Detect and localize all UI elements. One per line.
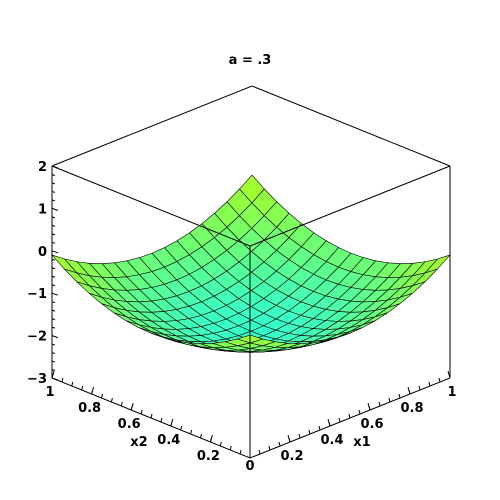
box-edge bbox=[51, 85, 451, 167]
tick-mark bbox=[51, 241, 56, 244]
origin-tick-label: 0 bbox=[245, 459, 254, 474]
tick-mark bbox=[428, 381, 431, 387]
x1-tick-label: 0.4 bbox=[320, 433, 343, 448]
tick-mark bbox=[348, 413, 351, 419]
tick-mark bbox=[51, 190, 56, 193]
tick-mark bbox=[51, 199, 56, 202]
z-tick-mark bbox=[51, 292, 59, 296]
tick-mark bbox=[51, 267, 56, 270]
tick-mark bbox=[388, 397, 391, 403]
tick-mark bbox=[51, 233, 56, 236]
tick-mark bbox=[150, 413, 153, 419]
tick-mark bbox=[318, 425, 321, 431]
tick-mark bbox=[120, 401, 123, 407]
z-tick-label: 1 bbox=[38, 202, 47, 217]
tick-mark bbox=[438, 377, 441, 383]
x2-tick-label: 0.6 bbox=[118, 417, 141, 432]
surface-mesh bbox=[51, 174, 451, 353]
x1-tick-label: 0.6 bbox=[360, 417, 383, 432]
tick-mark bbox=[91, 386, 95, 395]
box-edge bbox=[51, 377, 451, 459]
tick-mark bbox=[407, 386, 411, 395]
tick-mark bbox=[51, 352, 56, 355]
tick-mark bbox=[51, 343, 56, 346]
tick-mark bbox=[219, 441, 222, 447]
tick-mark bbox=[140, 409, 143, 415]
tick-mark bbox=[51, 369, 56, 371]
tick-mark bbox=[51, 182, 56, 185]
tick-mark bbox=[51, 275, 56, 278]
z-tick-label: −1 bbox=[27, 287, 47, 302]
x2-tick-label: 0.4 bbox=[157, 433, 180, 448]
x1-tick-label: 0.2 bbox=[280, 449, 303, 464]
tick-mark bbox=[160, 417, 163, 423]
tick-mark bbox=[51, 370, 55, 379]
tick-mark bbox=[51, 318, 56, 321]
tick-mark bbox=[190, 429, 193, 435]
box-edge bbox=[51, 165, 451, 247]
x2-axis-label: x2 bbox=[130, 435, 147, 450]
tick-mark bbox=[258, 449, 261, 455]
tick-mark bbox=[101, 393, 103, 399]
x2-tick-label: 0.2 bbox=[197, 449, 220, 464]
tick-mark bbox=[287, 434, 291, 443]
tick-mark bbox=[110, 397, 113, 403]
x2-tick-label: 0.8 bbox=[78, 401, 101, 416]
plot-box-back bbox=[51, 85, 451, 167]
tick-mark bbox=[239, 449, 242, 455]
tick-mark bbox=[130, 402, 134, 411]
tick-mark bbox=[200, 433, 202, 439]
z-tick-mark bbox=[51, 377, 59, 381]
tick-mark bbox=[327, 418, 331, 427]
tick-mark bbox=[51, 284, 56, 287]
tick-mark bbox=[51, 301, 56, 304]
plot-box-front bbox=[51, 165, 451, 459]
tick-mark bbox=[51, 216, 56, 219]
z-tick-label: 2 bbox=[38, 160, 47, 175]
chart-title: a = .3 bbox=[229, 53, 272, 68]
tick-mark bbox=[367, 402, 371, 411]
tick-mark bbox=[447, 370, 451, 379]
tick-mark bbox=[278, 441, 281, 447]
x1-axis-label: x1 bbox=[353, 435, 370, 450]
x2-tick-label: 1 bbox=[45, 385, 54, 400]
tick-mark bbox=[268, 445, 271, 451]
z-tick-mark bbox=[51, 335, 59, 339]
tick-mark bbox=[51, 174, 56, 176]
tick-mark bbox=[229, 445, 232, 451]
tick-mark bbox=[51, 326, 56, 329]
z-tick-mark bbox=[51, 207, 59, 211]
z-tick-label: −2 bbox=[27, 330, 47, 345]
tick-mark bbox=[51, 258, 56, 261]
tick-mark bbox=[418, 385, 421, 391]
tick-mark bbox=[51, 309, 56, 312]
tick-mark bbox=[338, 417, 341, 423]
tick-mark bbox=[51, 224, 56, 227]
tick-mark bbox=[298, 433, 301, 439]
tick-mark bbox=[61, 377, 64, 383]
tick-mark bbox=[170, 418, 174, 427]
tick-mark bbox=[378, 401, 381, 407]
tick-mark bbox=[398, 393, 401, 399]
tick-mark bbox=[180, 425, 183, 431]
tick-mark bbox=[209, 434, 213, 443]
z-tick-mark bbox=[51, 250, 59, 254]
tick-mark bbox=[51, 360, 56, 363]
x1-tick-label: 0.8 bbox=[400, 401, 423, 416]
tick-mark bbox=[81, 385, 84, 391]
tick-mark bbox=[358, 409, 361, 415]
tick-mark bbox=[71, 381, 74, 387]
z-tick-mark bbox=[51, 165, 59, 169]
z-tick-label: −3 bbox=[27, 372, 47, 387]
x1-tick-label: 1 bbox=[447, 385, 456, 400]
z-tick-label: 0 bbox=[38, 245, 47, 260]
tick-mark bbox=[308, 429, 311, 435]
